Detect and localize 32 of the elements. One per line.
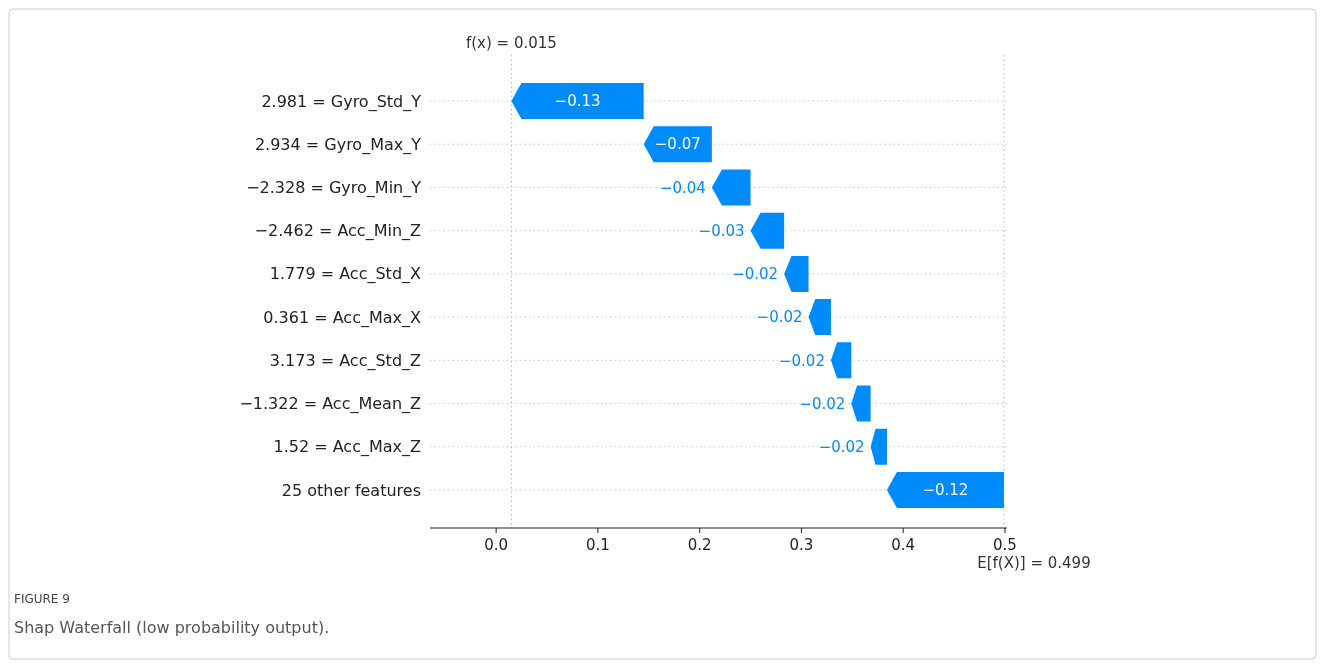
data-label: −0.02 [818, 438, 865, 457]
x-tick-label: 0.2 [687, 536, 712, 554]
data-label: −0.02 [799, 394, 846, 413]
bar [511, 83, 644, 119]
caption: FIGURE 9 [14, 592, 70, 606]
x-tick-label: 0.1 [585, 536, 610, 554]
y-tick-label: 2.934 = Gyro_Max_Y [254, 134, 422, 155]
data-label: −0.07 [654, 135, 701, 154]
x-tick-label: 0.5 [993, 536, 1017, 554]
y-tick-label: 1.52 = Acc_Max_Z [273, 437, 422, 458]
y-tick-label: 1.779 = Acc_Std_X [269, 264, 422, 285]
y-tick-label: 3.173 = Acc_Std_Z [269, 350, 422, 371]
y-tick-label: −2.462 = Acc_Min_Z [254, 221, 422, 242]
data-label: −0.03 [698, 221, 745, 240]
bar [886, 472, 1004, 508]
data-label: −0.13 [554, 92, 601, 111]
y-tick-label: 2.981 = Gyro_Std_Y [261, 91, 422, 112]
ref-line-label: f(x) = 0.015 [465, 34, 557, 52]
data-label: −0.04 [659, 178, 706, 197]
data-label: −0.12 [922, 481, 969, 500]
ref-line-label: E[f(X)] = 0.499 [977, 554, 1091, 572]
y-tick-label: 0.361 = Acc_Max_X [263, 307, 422, 328]
y-tick-label: −1.322 = Acc_Mean_Z [239, 394, 422, 415]
y-tick-label: −2.328 = Gyro_Min_Y [246, 178, 422, 199]
data-label: −0.02 [732, 265, 779, 284]
x-tick-label: 0.0 [484, 536, 509, 554]
data-label: −0.02 [756, 308, 803, 327]
text: Shap Waterfall (low probability output). [14, 618, 330, 637]
y-tick-label: 25 other features [281, 480, 421, 500]
x-tick-label: 0.3 [789, 536, 814, 554]
x-tick-label: 0.4 [891, 536, 916, 554]
data-label: −0.02 [778, 351, 825, 370]
